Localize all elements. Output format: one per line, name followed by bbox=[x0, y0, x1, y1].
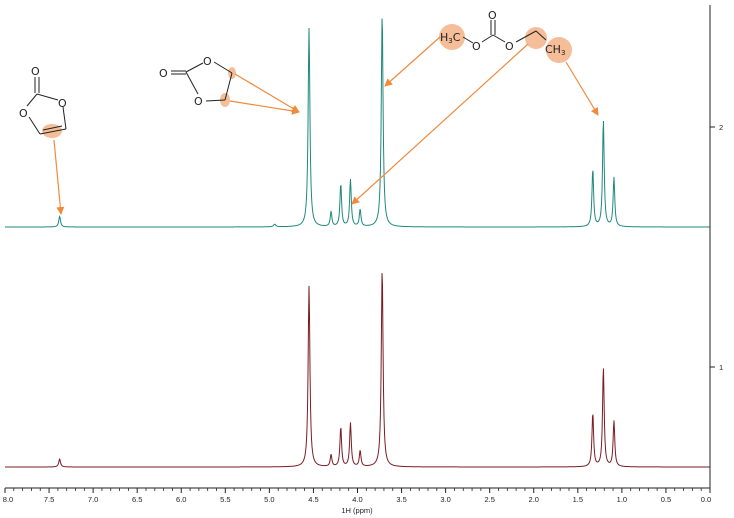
arrow-ch2-to-quartet bbox=[351, 43, 529, 205]
spectra-layer bbox=[5, 18, 710, 468]
emc-atom-o-carbonyl: O bbox=[488, 9, 497, 22]
vc-bond-c-o-left bbox=[26, 93, 38, 107]
x-tick-label-5: 5.5 bbox=[220, 495, 230, 504]
emc-bond-ch2-ch3 bbox=[535, 30, 547, 41]
ec-bond-c-o-lower bbox=[185, 71, 199, 95]
ec-bond-c-o-upper bbox=[185, 62, 204, 73]
x-tick-label-14: 1.0 bbox=[617, 495, 627, 504]
highlight-emc-ch3 bbox=[546, 37, 572, 63]
emc-bond-c-o bbox=[492, 34, 506, 43]
emc-ch3-label: CH3 bbox=[545, 43, 565, 57]
x-tick-label-4: 6.0 bbox=[176, 495, 186, 504]
x-axis-title: 1H (ppm) bbox=[341, 506, 373, 515]
x-tick-label-12: 2.0 bbox=[529, 495, 539, 504]
ethyl-methyl-carbonate-structure: H3C O O O CH3 bbox=[440, 9, 565, 57]
x-tick-label-6: 5.0 bbox=[264, 495, 274, 504]
ec-bond-o-ch2-upper bbox=[213, 61, 233, 74]
ec-bond-ch2-o-lower bbox=[205, 99, 226, 102]
x-tick-label-8: 4.0 bbox=[352, 495, 362, 504]
arrow-vinylene-to-738 bbox=[53, 139, 65, 215]
x-axis bbox=[4, 487, 711, 493]
ec-atom-o-lower: O bbox=[194, 95, 203, 108]
x-tick-label-3: 6.5 bbox=[132, 495, 142, 504]
highlight-layer bbox=[42, 24, 572, 138]
vinylene-carbonate-structure: O O O bbox=[19, 65, 67, 135]
y-axis: 2 1 bbox=[709, 5, 723, 488]
vc-atom-o-top: O bbox=[31, 65, 40, 78]
vc-bond-cc bbox=[39, 128, 67, 135]
emc-h3c-c: C bbox=[453, 31, 461, 44]
y-tick-label-2: 2 bbox=[719, 123, 723, 132]
arrow-ec-upper-to-455 bbox=[234, 73, 300, 113]
x-tick-label-15: 0.5 bbox=[661, 495, 671, 504]
vc-bond-c-o-right bbox=[36, 93, 59, 101]
ethylene-carbonate-structure: O O O bbox=[159, 55, 233, 108]
x-tick-label-13: 1.5 bbox=[573, 495, 583, 504]
ec-atom-o-upper: O bbox=[203, 55, 212, 68]
annotation-arrows bbox=[53, 36, 599, 215]
ec-bond-ch2-ch2 bbox=[224, 72, 233, 101]
arrow-methoxy-to-372 bbox=[384, 36, 441, 87]
highlight-emc-methoxy bbox=[439, 24, 465, 50]
x-tick-label-7: 4.5 bbox=[308, 495, 318, 504]
y-tick-label-1: 1 bbox=[719, 363, 723, 372]
x-tick-label-1: 7.5 bbox=[44, 495, 54, 504]
x-tick-label-9: 3.5 bbox=[396, 495, 406, 504]
vc-atom-o-left: O bbox=[19, 107, 28, 120]
ec-atom-o-carbonyl: O bbox=[159, 67, 168, 80]
x-tick-label-2: 7.0 bbox=[88, 495, 98, 504]
highlight-vinylene-ch bbox=[42, 124, 62, 138]
vc-bond-cc-inner bbox=[42, 125, 63, 131]
emc-bond-o-c bbox=[481, 34, 494, 43]
vc-bond-o-c-left bbox=[28, 116, 41, 135]
emc-h3c-h: H bbox=[440, 31, 448, 44]
spectrum-trace-bottom bbox=[5, 273, 710, 468]
spectrum-trace-top bbox=[5, 18, 710, 228]
vc-atom-o-right: O bbox=[58, 97, 67, 110]
emc-ch3-sub: 3 bbox=[561, 49, 565, 57]
highlight-emc-ch2 bbox=[525, 27, 547, 49]
emc-atom-o-ethoxy: O bbox=[505, 40, 514, 53]
emc-atom-o-methoxy: O bbox=[472, 40, 481, 53]
vc-bond-o-c-right bbox=[62, 106, 67, 130]
x-tick-label-11: 2.5 bbox=[484, 495, 494, 504]
x-tick-label-0: 8.0 bbox=[3, 495, 13, 504]
emc-h3c-label: H3C bbox=[440, 31, 461, 45]
arrow-ch3-to-triplet bbox=[565, 61, 599, 116]
emc-bond-h3c-o bbox=[462, 36, 474, 44]
arrow-ec-lower-to-455 bbox=[229, 100, 300, 115]
x-tick-label-10: 3.0 bbox=[440, 495, 450, 504]
emc-ch3-ch: CH bbox=[545, 43, 561, 56]
emc-h3c-sub: 3 bbox=[448, 37, 452, 45]
emc-bond-o-ch2 bbox=[515, 30, 537, 43]
x-tick-label-16: 0.0 bbox=[701, 495, 711, 504]
